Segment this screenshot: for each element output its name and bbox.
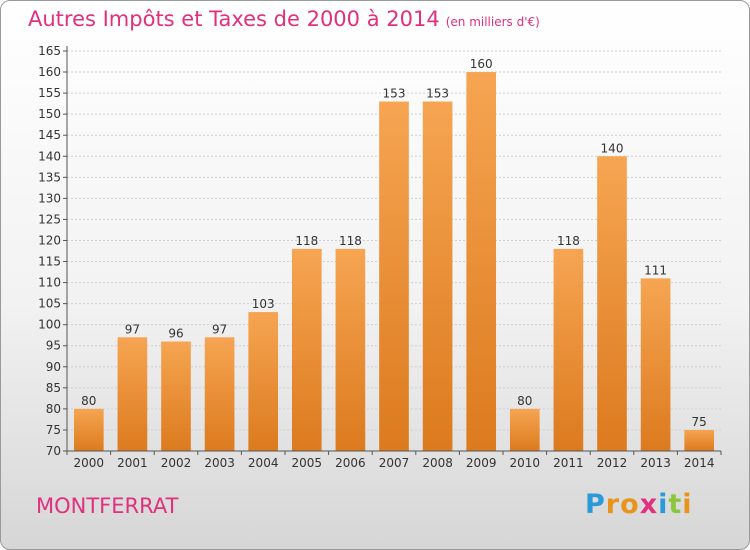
proxiti-logo: Proxiti bbox=[585, 489, 693, 520]
bar-2009 bbox=[466, 72, 497, 451]
bar-2002 bbox=[161, 341, 191, 451]
x-tick-label-2013: 2013 bbox=[640, 456, 671, 470]
y-tick-label: 135 bbox=[38, 170, 61, 184]
x-tick-label-2010: 2010 bbox=[510, 456, 541, 470]
logo-letter: x bbox=[639, 489, 659, 520]
chart-title-block: Autres Impôts et Taxes de 2000 à 2014 (en… bbox=[28, 7, 540, 31]
x-tick-label-2002: 2002 bbox=[161, 456, 192, 470]
y-tick-label: 80 bbox=[46, 402, 61, 416]
logo-letter: P bbox=[585, 489, 606, 520]
x-tick-label-2012: 2012 bbox=[597, 456, 628, 470]
chart-subtitle: (en milliers d'€) bbox=[445, 15, 540, 29]
data-label-2004: 103 bbox=[252, 297, 275, 311]
data-label-2014: 75 bbox=[692, 415, 707, 429]
y-tick-label: 95 bbox=[46, 339, 61, 353]
y-tick-label: 90 bbox=[46, 360, 61, 374]
data-label-2009: 160 bbox=[470, 57, 493, 71]
logo-letter: t bbox=[668, 489, 683, 520]
y-tick-label: 85 bbox=[46, 381, 61, 395]
bar-2001 bbox=[117, 337, 148, 451]
y-tick-label: 165 bbox=[38, 44, 61, 58]
location-name: MONTFERRAT bbox=[36, 494, 179, 518]
bar-2007 bbox=[379, 101, 409, 452]
x-tick-label-2005: 2005 bbox=[292, 456, 323, 470]
y-tick-label: 150 bbox=[38, 107, 61, 121]
y-tick-label: 160 bbox=[38, 65, 61, 79]
bar-2012 bbox=[597, 156, 627, 451]
y-tick-label: 155 bbox=[38, 86, 61, 100]
bar-2004 bbox=[248, 312, 279, 451]
x-tick-label-2003: 2003 bbox=[204, 456, 235, 470]
y-tick-label: 75 bbox=[46, 423, 61, 437]
data-label-2006: 118 bbox=[339, 234, 362, 248]
logo-letter: i bbox=[658, 489, 669, 520]
logo-letter: o bbox=[620, 489, 640, 520]
logo-letter: i bbox=[682, 489, 693, 520]
y-tick-label: 130 bbox=[38, 191, 61, 205]
y-tick-label: 105 bbox=[38, 297, 61, 311]
x-tick-label-2004: 2004 bbox=[248, 456, 279, 470]
y-tick-label: 70 bbox=[46, 444, 61, 458]
x-tick-label-2007: 2007 bbox=[379, 456, 410, 470]
logo-letter: r bbox=[605, 489, 621, 520]
bar-2000 bbox=[73, 408, 104, 451]
y-tick-label: 140 bbox=[38, 149, 61, 163]
bar-2006 bbox=[335, 248, 366, 451]
data-label-2002: 96 bbox=[168, 327, 183, 341]
data-label-2011: 118 bbox=[557, 234, 580, 248]
data-label-2010: 80 bbox=[517, 394, 532, 408]
x-tick-label-2011: 2011 bbox=[553, 456, 584, 470]
bar-2013 bbox=[640, 278, 671, 451]
data-label-2013: 111 bbox=[644, 263, 667, 277]
bars bbox=[73, 72, 715, 452]
data-label-2000: 80 bbox=[81, 394, 96, 408]
bar-2003 bbox=[204, 337, 235, 451]
y-tick-label: 100 bbox=[38, 318, 61, 332]
data-label-2003: 97 bbox=[212, 322, 227, 336]
data-labels: 80 97 96 97 103 118 118 153 153 160 80 118 140 111 75 bbox=[81, 57, 707, 429]
y-tick-label: 120 bbox=[38, 233, 61, 247]
data-label-2012: 140 bbox=[601, 141, 624, 155]
chart-title: Autres Impôts et Taxes de 2000 à 2014 bbox=[28, 7, 440, 31]
y-tick-label: 125 bbox=[38, 212, 61, 226]
x-tick-label-2000: 2000 bbox=[74, 456, 105, 470]
bar-2014 bbox=[684, 429, 715, 451]
data-label-2005: 118 bbox=[295, 234, 318, 248]
data-label-2008: 153 bbox=[426, 87, 449, 101]
x-tick-label-2008: 2008 bbox=[422, 456, 453, 470]
x-axis: 2000 2001 2002 2003 2004 2005 2006 2007 2008 2009… bbox=[66, 450, 722, 470]
x-tick-label-2009: 2009 bbox=[466, 456, 497, 470]
y-tick-label: 145 bbox=[38, 128, 61, 142]
y-tick-label: 115 bbox=[38, 255, 61, 269]
x-tick-label-2001: 2001 bbox=[117, 456, 148, 470]
x-tick-label-2006: 2006 bbox=[335, 456, 366, 470]
bar-2010 bbox=[509, 408, 540, 451]
y-axis: 70 75 80 85 90 95 100 105 110 115 120 125 130 135 140 1… bbox=[38, 44, 68, 458]
bar-2011 bbox=[553, 248, 584, 451]
bar-2008 bbox=[422, 101, 453, 452]
data-label-2007: 153 bbox=[383, 87, 406, 101]
bar-2005 bbox=[291, 248, 322, 451]
data-label-2001: 97 bbox=[125, 322, 140, 336]
y-tick-label: 110 bbox=[38, 276, 61, 290]
x-tick-label-2014: 2014 bbox=[684, 456, 715, 470]
